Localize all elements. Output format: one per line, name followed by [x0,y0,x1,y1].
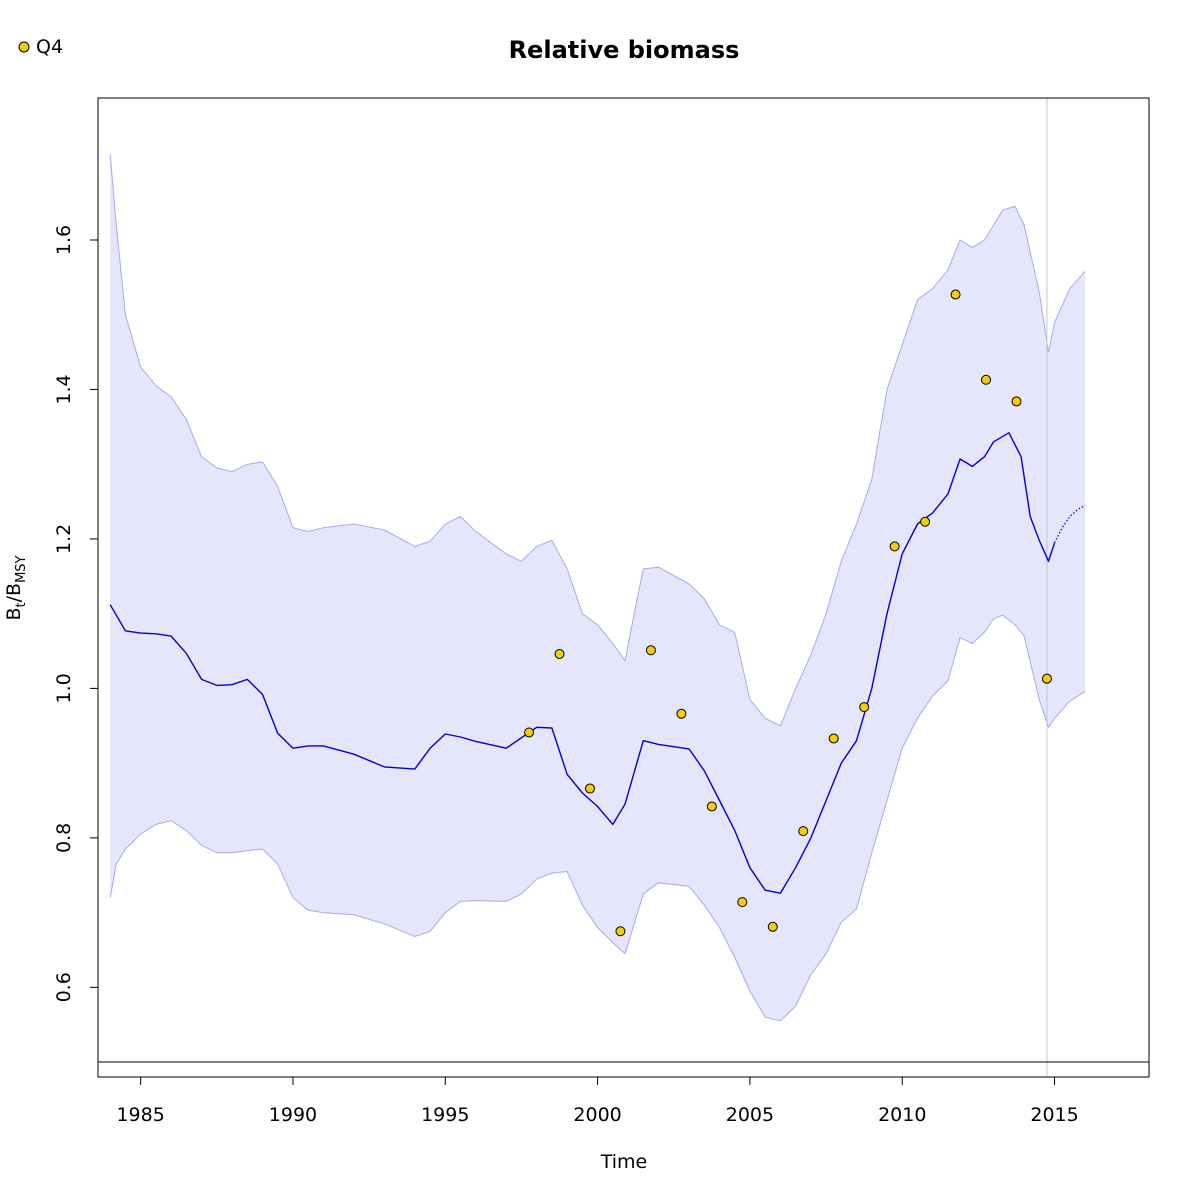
x-tick-label: 2000 [573,1104,621,1126]
y-axis-title: Bt/BMSY [3,555,29,620]
observation-point [737,897,748,908]
y-tick-label: 1.6 [53,225,75,255]
y-tick-label: 0.6 [53,972,75,1002]
x-tick-label: 2005 [726,1104,774,1126]
chart-title: Relative biomass [509,36,740,64]
x-tick-label: 1990 [269,1104,317,1126]
legend-label-q4: Q4 [36,36,63,58]
x-tick-label: 1985 [116,1104,164,1126]
observation-point [524,727,535,738]
y-axis-title-main: B [3,607,25,620]
confidence-band-upper-edge [109,153,1086,727]
observation-point [798,826,809,837]
observation-point [889,541,900,552]
observation-point [554,649,565,660]
confidence-band-area [110,154,1085,1021]
observation-point [1041,673,1052,684]
observation-point [676,708,687,719]
observation-point [859,702,870,713]
x-tick-label: 1995 [421,1104,469,1126]
x-axis: 1985 1990 1995 2000 2005 2010 2015 [116,1076,1079,1126]
observation-point [645,645,656,656]
observation-point [767,921,778,932]
observation-point [706,801,717,812]
observation-point [615,926,626,937]
observation-point [828,733,839,744]
x-axis-title: Time [600,1151,648,1173]
observation-point [950,289,961,300]
projection-line [1054,504,1086,543]
x-tick-label: 2015 [1030,1104,1078,1126]
x-tick-label: 2010 [878,1104,926,1126]
observation-points [524,289,1052,937]
observation-point [1011,396,1022,407]
confidence-band [109,153,1086,1022]
observation-point [981,374,992,385]
y-tick-label: 1.4 [53,374,75,404]
y-tick-label: 0.8 [53,823,75,853]
estimate-line [109,432,1056,894]
y-tick-label: 1.2 [53,524,75,554]
confidence-band-lower-edge [109,614,1086,1022]
observation-point [920,516,931,527]
legend-marker-q4 [18,41,30,53]
y-tick-label: 1.0 [53,673,75,703]
legend: Q4 [18,36,63,58]
observation-point [584,783,595,794]
y-axis: 0.6 0.8 1.0 1.2 1.4 1.6 [53,225,99,1002]
estimate-lines [109,432,1086,894]
y-axis-title-sep: /B [3,583,25,602]
y-axis-title-sub1: t [14,602,29,607]
reference-lines [98,98,1149,1077]
y-axis-title-sub2: MSY [14,555,29,582]
